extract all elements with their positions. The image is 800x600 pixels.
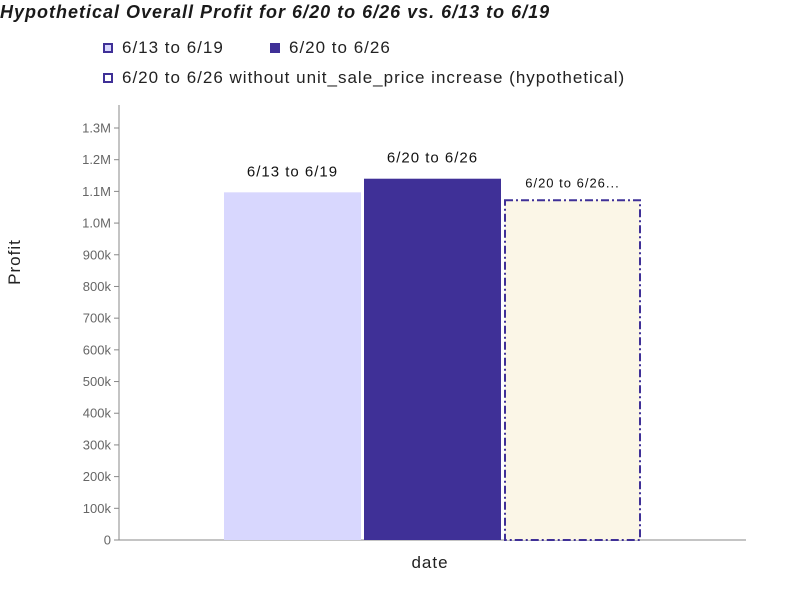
y-tick-label: 100k bbox=[83, 501, 112, 516]
x-axis-title: date bbox=[411, 553, 448, 572]
legend-label-series-2: 6/20 to 6/26 bbox=[289, 38, 391, 57]
bar-series-3[interactable] bbox=[504, 199, 641, 542]
y-tick-label: 1.0M bbox=[82, 216, 111, 231]
chart-title: Hypothetical Overall Profit for 6/20 to … bbox=[0, 2, 551, 22]
y-axis-ticks: 0 100k 200k 300k 400k 500k 600k 700k 800k 900k 1.0… bbox=[82, 121, 119, 548]
bar-label-series-2: 6/20 to 6/26 bbox=[387, 150, 478, 167]
y-tick-label: 800k bbox=[83, 279, 112, 294]
legend-item-series-2[interactable]: 6/20 to 6/26 bbox=[270, 38, 391, 58]
y-tick-label: 1.2M bbox=[82, 152, 111, 167]
legend-swatch-series-3 bbox=[103, 73, 113, 83]
y-tick-label: 0 bbox=[104, 533, 111, 548]
y-tick-label: 600k bbox=[83, 342, 112, 357]
bars: 6/13 to 6/19 6/20 to 6/26 6/20 to 6/26... bbox=[224, 150, 641, 542]
legend-label-series-1: 6/13 to 6/19 bbox=[122, 38, 224, 57]
y-tick-label: 200k bbox=[83, 469, 112, 484]
y-tick-label: 700k bbox=[83, 311, 112, 326]
legend-item-series-1[interactable]: 6/13 to 6/19 bbox=[103, 38, 224, 58]
y-tick-label: 1.1M bbox=[82, 184, 111, 199]
y-tick-label: 300k bbox=[83, 437, 112, 452]
bar-series-1[interactable] bbox=[224, 192, 361, 540]
legend-swatch-series-2 bbox=[270, 43, 280, 53]
bar-series-2[interactable] bbox=[364, 178, 501, 540]
y-tick-label: 500k bbox=[83, 374, 112, 389]
y-tick-label: 900k bbox=[83, 247, 112, 262]
y-axis-title: Profit bbox=[5, 239, 24, 285]
bar-label-series-3: 6/20 to 6/26... bbox=[525, 175, 620, 190]
bar-label-series-1: 6/13 to 6/19 bbox=[247, 163, 338, 180]
y-tick-label: 1.3M bbox=[82, 121, 111, 136]
y-tick-label: 400k bbox=[83, 406, 112, 421]
legend-swatch-series-1 bbox=[103, 43, 113, 53]
legend-label-series-3: 6/20 to 6/26 without unit_sale_price inc… bbox=[122, 68, 626, 87]
legend-item-series-3[interactable]: 6/20 to 6/26 without unit_sale_price inc… bbox=[103, 68, 625, 88]
